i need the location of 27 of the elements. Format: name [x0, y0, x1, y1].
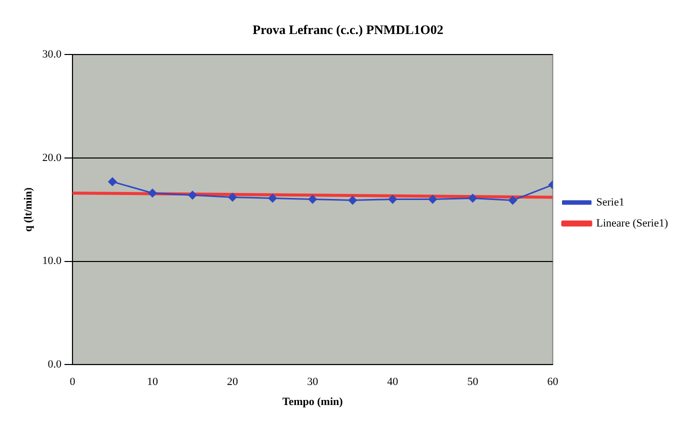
point — [468, 194, 477, 202]
y-tick-label: 10.0 — [42, 255, 62, 268]
legend-label: Serie1 — [596, 196, 624, 208]
point — [428, 195, 437, 204]
chart-title: Prova Lefranc (c.c.) PNMDL1O02 — [252, 22, 444, 38]
x-tick-label: 50 — [467, 376, 479, 388]
legend-label: Lineare (Serie1) — [596, 217, 668, 230]
point — [308, 195, 317, 204]
x-tick-label: 30 — [307, 376, 319, 388]
point — [348, 196, 357, 205]
point — [228, 192, 237, 202]
y-tick-label: 0.0 — [48, 358, 62, 370]
x-tick-label: 40 — [387, 376, 399, 388]
x-tick-label: 60 — [547, 376, 559, 388]
point — [268, 194, 277, 202]
point — [508, 196, 517, 205]
point — [388, 195, 397, 204]
x-tick-label: 10 — [147, 376, 158, 388]
point — [188, 190, 197, 200]
point — [108, 177, 117, 186]
y-tick-label: 20.0 — [42, 152, 62, 164]
y-tick-label: 30.0 — [42, 48, 62, 60]
x-axis-title: Tempo (min) — [282, 396, 344, 408]
x-tick-label: 20 — [227, 376, 239, 388]
y-axis-title: q (lt/min) — [22, 187, 34, 232]
x-tick-label: 0 — [70, 376, 76, 388]
point — [148, 188, 157, 198]
